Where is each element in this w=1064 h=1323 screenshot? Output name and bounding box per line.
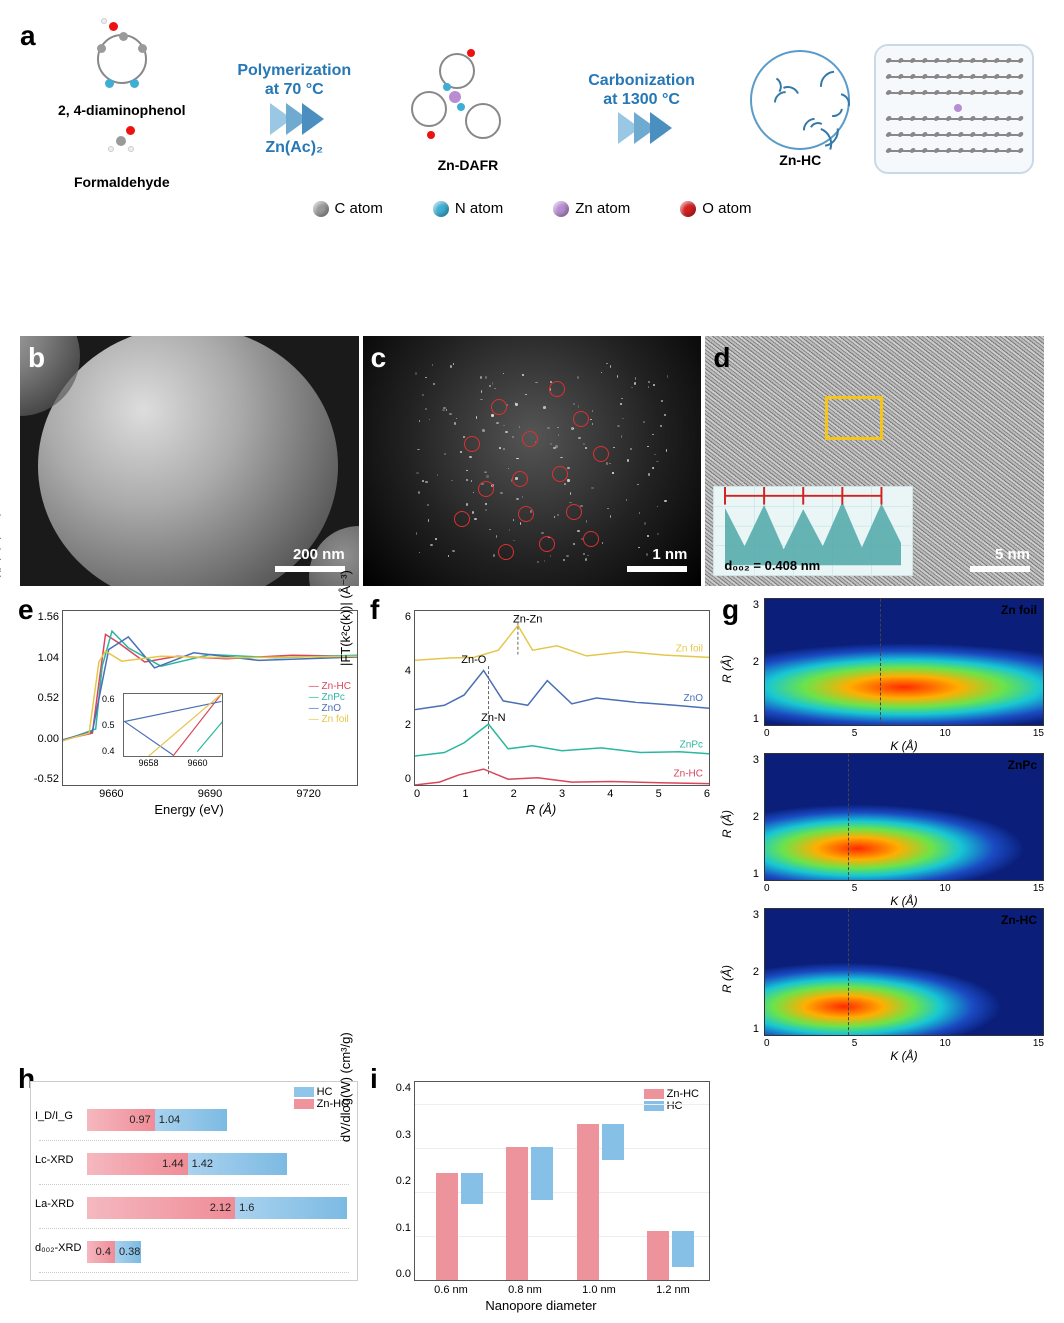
reactant1-label: 2, 4-diaminophenol <box>58 102 186 118</box>
catalyst-text: Zn(Ac)₂ <box>265 138 323 157</box>
svg-text:Zn-HC: Zn-HC <box>674 768 703 779</box>
molecule-diaminophenol <box>77 28 167 100</box>
panel-h-bars: h HC Zn-HC I_D/I_G 0.97 1.04 Lc-XRD 1.44… <box>20 1067 358 1281</box>
panel-f-exafs: f |FT(k²c(k))| (Å⁻³) 6420 Zn-ZnZn-OZn-NZ… <box>372 598 710 817</box>
znhc-particle <box>750 50 850 150</box>
legend-item: N atom <box>433 200 503 217</box>
d-spacing-profile: d₀₀₂ = 0.408 nm <box>713 486 913 576</box>
atom-legend: C atom N atom Zn atom O atom <box>20 200 1044 217</box>
svg-text:ZnPc: ZnPc <box>680 739 703 750</box>
i-legend: Zn-HC HC <box>644 1088 699 1112</box>
panel-e-xanes: e Normalized χμ(E) (a.u.) 1.561.040.520.… <box>20 598 358 817</box>
wavelet-map: 321 R (Å) Zn foil <box>764 598 1044 726</box>
wavelet-map: 321 R (Å) Zn-HC <box>764 908 1044 1036</box>
panel-label-b: b <box>28 342 45 374</box>
single-atom-marker <box>512 471 528 487</box>
intermediate-label: Zn-DAFR <box>438 157 499 173</box>
single-atom-marker <box>573 411 589 427</box>
panel-label-d: d <box>713 342 730 374</box>
step2-text-bot: at 1300 °C <box>603 91 680 108</box>
panel-d-hrtem: d d₀₀₂ = 0.408 nm 5 nm <box>705 336 1044 586</box>
bar-group <box>433 1173 486 1280</box>
scalebar-b: 200 nm <box>275 546 345 572</box>
legend-item: C atom <box>313 200 383 217</box>
single-atom-marker <box>566 504 582 520</box>
panel-g-wavelet: g 321 R (Å) Zn foil 051015 K (Å) 321 R (… <box>724 598 1044 1063</box>
f-ylabel: |FT(k²c(k))| (Å⁻³) <box>338 570 354 666</box>
figure-root: a 2, 4-diaminophenol <box>0 0 1064 1323</box>
bar-group <box>574 1124 627 1280</box>
svg-text:Zn-N: Zn-N <box>481 712 506 724</box>
reactant2-label: Formaldehyde <box>74 174 170 190</box>
e-xlabel: Energy (eV) <box>20 802 358 817</box>
single-atom-marker <box>583 531 599 547</box>
legend-item: Zn atom <box>553 200 630 217</box>
single-atom-marker <box>454 511 470 527</box>
arrow-step2: Carbonization at 1300 °C <box>557 71 727 147</box>
i-ylabel: dV/dlog(W) (cm³/g) <box>338 1032 353 1142</box>
e-legend: — Zn-HC— ZnPc— ZnO— Zn foil <box>309 681 351 725</box>
step1-text-bot: at 70 °C <box>265 81 324 98</box>
f-xlabel: R (Å) <box>372 802 710 817</box>
single-atom-marker <box>593 446 609 462</box>
synthesis-scheme: 2, 4-diaminophenol Formaldehyde Polymeri… <box>20 20 1044 190</box>
panel-label-c: c <box>371 342 387 374</box>
svg-text:Zn-O: Zn-O <box>461 654 487 666</box>
single-atom-marker <box>552 466 568 482</box>
svg-text:ZnO: ZnO <box>684 693 704 704</box>
panel-i-pores: i dV/dlog(W) (cm³/g) 0.40.30.20.10.0 Zn-… <box>372 1067 710 1313</box>
molecule-formaldehyde <box>77 126 167 172</box>
scalebar-d: 5 nm <box>970 546 1030 572</box>
single-atom-marker <box>478 481 494 497</box>
molecule-zndafr <box>403 45 533 155</box>
single-atom-marker <box>491 399 507 415</box>
scalebar-c: 1 nm <box>627 546 687 572</box>
single-atom-marker <box>549 381 565 397</box>
single-atom-marker <box>539 536 555 552</box>
single-atom-marker <box>518 506 534 522</box>
d-spacing-label: d₀₀₂ = 0.408 nm <box>724 558 820 573</box>
panel-c-haadf: c 1 nm <box>363 336 702 586</box>
i-xlabel: Nanopore diameter <box>372 1298 710 1313</box>
legend-item: O atom <box>680 200 751 217</box>
bar-group <box>644 1231 697 1280</box>
bar-group <box>503 1147 556 1280</box>
single-atom-marker <box>522 431 538 447</box>
step1-text-top: Polymerization <box>237 62 351 79</box>
panel-a: a 2, 4-diaminophenol <box>20 20 1044 330</box>
single-atom-marker <box>464 436 480 452</box>
e-ylabel: Normalized χμ(E) (a.u.) <box>0 511 1 646</box>
arrow-step1: Polymerization at 70 °C Zn(Ac)₂ <box>209 61 379 157</box>
panel-label-a: a <box>20 20 36 52</box>
wavelet-map: 321 R (Å) ZnPc <box>764 753 1044 881</box>
micrograph-row: b 200 nm c 1 nm d d₀₀₂ = 0.408 nm 5 nm <box>20 336 1044 586</box>
panel-b-sem: b 200 nm <box>20 336 359 586</box>
e-inset: 96589660 0.60.50.4 <box>123 693 223 757</box>
hrtem-roi-box <box>825 396 883 440</box>
single-atom-marker <box>498 544 514 560</box>
svg-text:Zn foil: Zn foil <box>676 644 703 655</box>
step2-text-top: Carbonization <box>588 72 695 89</box>
carbon-lattice-inset <box>874 44 1034 174</box>
